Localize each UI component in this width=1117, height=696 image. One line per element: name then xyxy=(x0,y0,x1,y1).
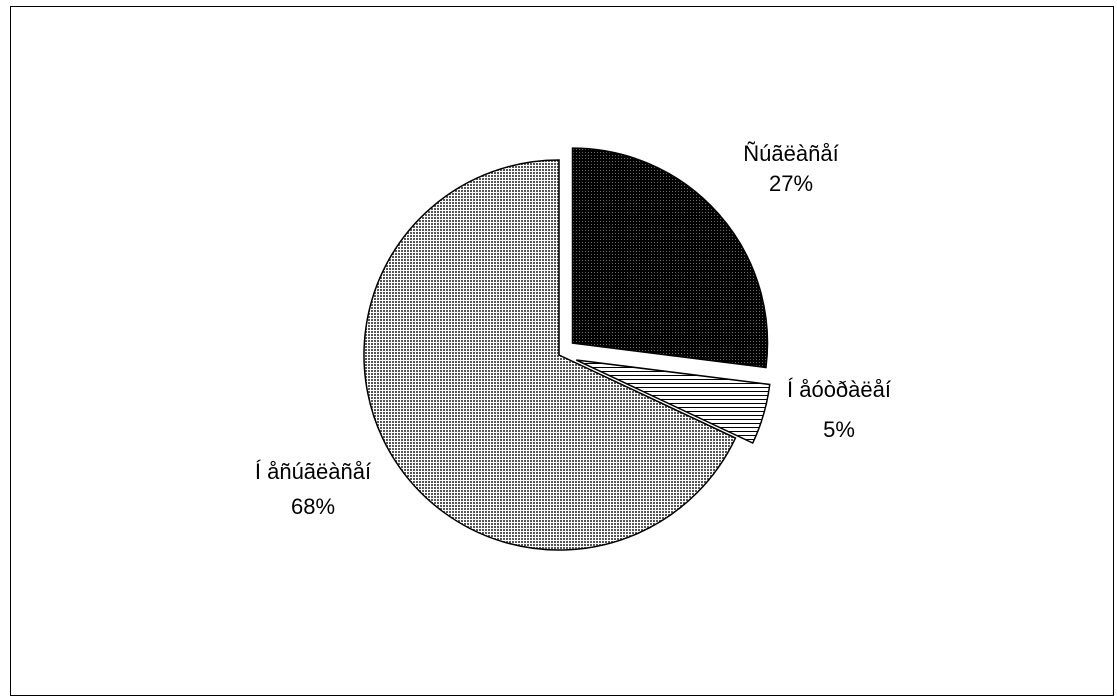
slice-value-1: 27% xyxy=(769,171,813,196)
slice-label-1: Ñúãëàñåí xyxy=(743,141,838,166)
chart-frame: Ñúãëàñåí 27% Í åóòðàëåí 5% Í åñúãëàñåí 68% xyxy=(10,6,1114,696)
pie-slice-3 xyxy=(363,159,737,551)
slice-label-2: Í åóòðàëåí xyxy=(787,377,891,402)
pie-slice-2 xyxy=(575,359,771,445)
slice-label-3: Í åñúãëàñåí xyxy=(255,459,371,484)
pie-slices xyxy=(363,147,771,551)
pie-chart: Ñúãëàñåí 27% Í åóòðàëåí 5% Í åñúãëàñåí 68% xyxy=(255,141,891,551)
slice-value-3: 68% xyxy=(291,494,335,519)
pie-slice-1 xyxy=(571,147,769,369)
slice-value-2: 5% xyxy=(823,417,855,442)
pie-labels: Ñúãëàñåí 27% Í åóòðàëåí 5% Í åñúãëàñåí 68% xyxy=(255,141,891,519)
